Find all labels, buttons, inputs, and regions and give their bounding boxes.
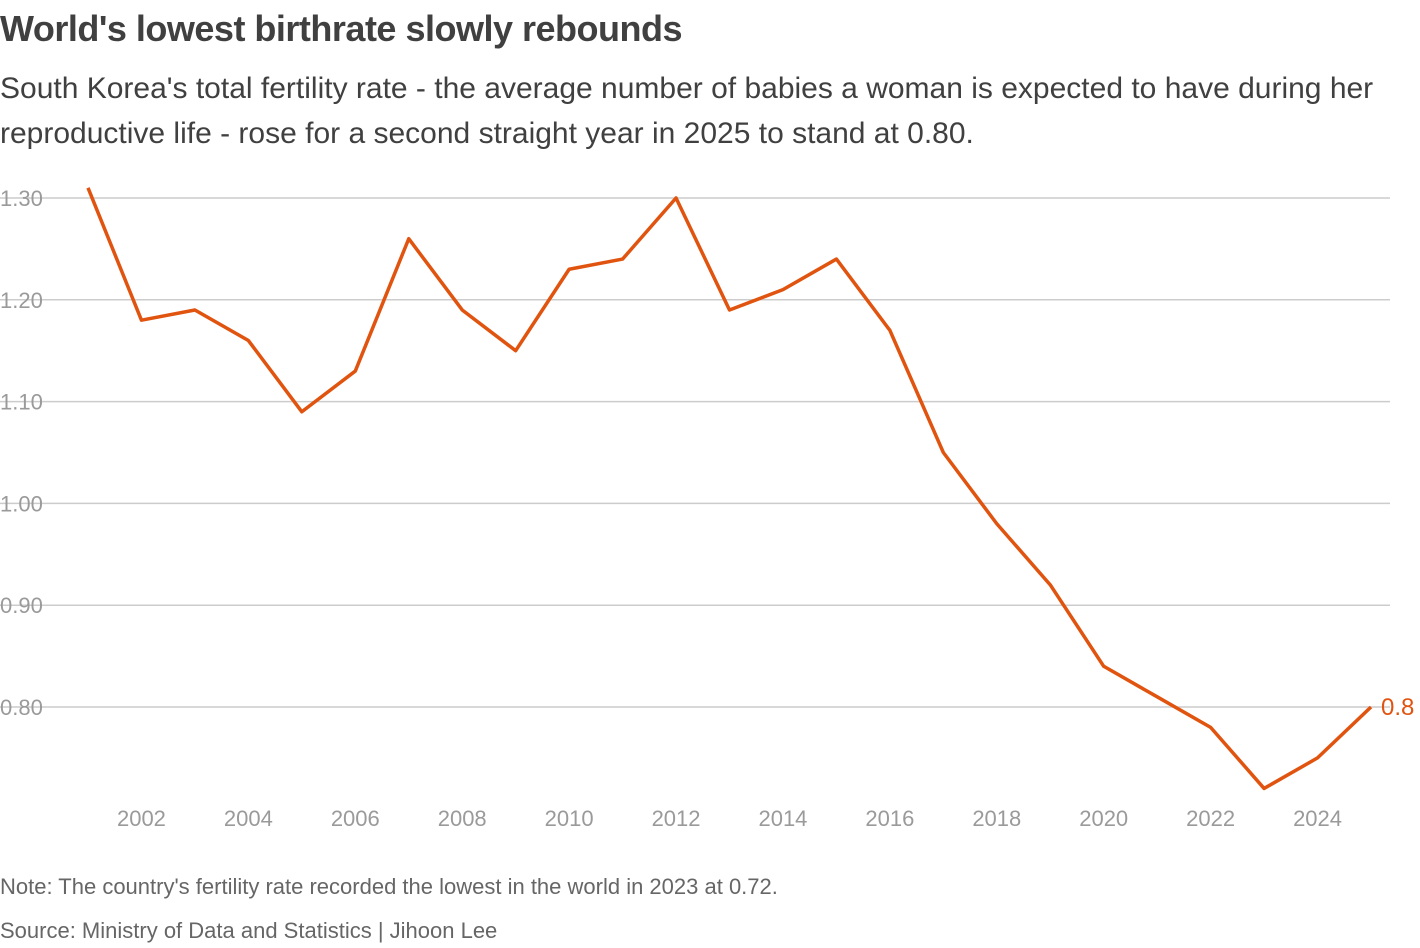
line-chart: 1.30 1.20 1.10 1.00 0.90 0.80 2002 2004 2006 2008… bbox=[0, 186, 1414, 831]
y-tick-label: 1.20 bbox=[0, 288, 43, 313]
x-tick-label: 2018 bbox=[972, 806, 1021, 831]
y-tick-label: 1.30 bbox=[0, 186, 43, 211]
x-tick-label: 2002 bbox=[117, 806, 166, 831]
y-tick-label: 1.00 bbox=[0, 491, 43, 516]
x-tick-label: 2012 bbox=[652, 806, 701, 831]
chart-subtitle: South Korea's total fertility rate - the… bbox=[0, 72, 1374, 150]
chart-note: Note: The country's fertility rate recor… bbox=[0, 874, 778, 899]
x-tick-label: 2010 bbox=[545, 806, 594, 831]
x-tick-label: 2004 bbox=[224, 806, 273, 831]
x-tick-label: 2014 bbox=[758, 806, 807, 831]
y-tick-label: 0.80 bbox=[0, 695, 43, 720]
chart-title: World's lowest birthrate slowly rebounds bbox=[0, 8, 683, 49]
x-tick-label: 2022 bbox=[1186, 806, 1235, 831]
x-tick-label: 2008 bbox=[438, 806, 487, 831]
y-tick-label: 1.10 bbox=[0, 390, 43, 415]
x-tick-label: 2016 bbox=[865, 806, 914, 831]
series-line bbox=[86, 187, 1373, 791]
x-tick-label: 2020 bbox=[1079, 806, 1128, 831]
x-tick-label: 2006 bbox=[331, 806, 380, 831]
y-tick-label: 0.90 bbox=[0, 593, 43, 618]
end-value-label: 0.8 bbox=[1381, 694, 1414, 721]
chart-source: Source: Ministry of Data and Statistics … bbox=[0, 918, 498, 943]
x-tick-label: 2024 bbox=[1293, 806, 1342, 831]
